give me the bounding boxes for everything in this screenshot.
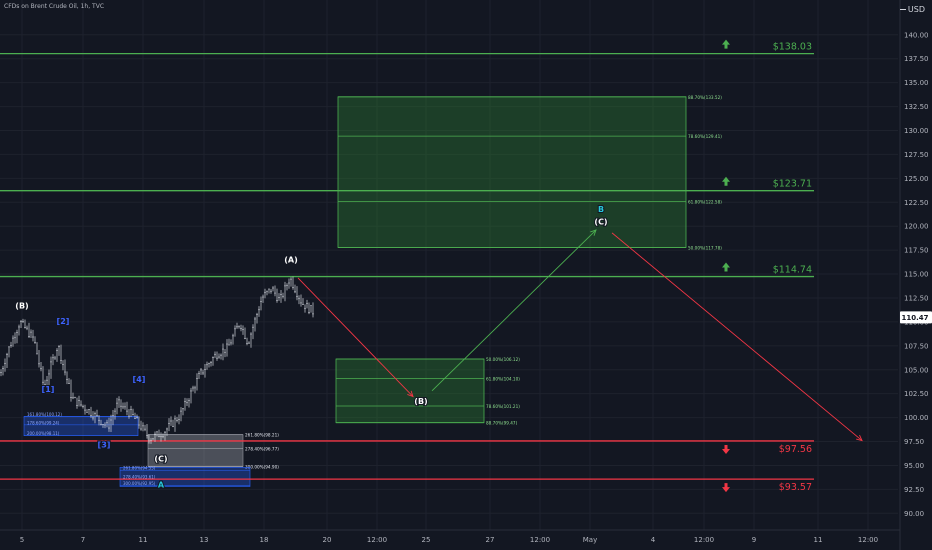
wave-label: (A) <box>284 256 298 265</box>
fib-label: 278.40%(93.61) <box>123 474 156 479</box>
lower-target-zone <box>335 358 485 424</box>
fib-label: 200.00%(98.11) <box>27 431 60 436</box>
x-tick-label: 7 <box>81 536 85 544</box>
x-tick-label: 12:00 <box>694 536 714 544</box>
wave-label: A <box>158 480 165 489</box>
x-tick-label: May <box>583 536 597 544</box>
x-tick-label: 9 <box>752 536 756 544</box>
fib-label: 300.00%(92.95) <box>123 481 156 486</box>
currency-dash-icon <box>899 9 906 10</box>
price-candles <box>0 276 314 444</box>
fib-label: 161.80%(100.12) <box>27 412 62 417</box>
wave-label: (B) <box>15 302 28 311</box>
fib-label: 78.60%(101.21) <box>486 404 520 409</box>
fib-label: 178.60%(99.24) <box>27 420 60 425</box>
level-label: $138.03 <box>773 42 812 53</box>
y-tick-label: 135.00 <box>904 79 929 87</box>
fib-label: 78.60%(129.41) <box>688 134 722 139</box>
projection-arrows <box>297 229 863 442</box>
wave-label: [3] <box>98 440 111 449</box>
x-tick-label: 25 <box>422 536 431 544</box>
current-price-badge <box>900 311 932 324</box>
fib-zones: 88.70%(133.52) 78.60%(129.41) 61.80%(122.5… <box>23 95 722 487</box>
x-tick-label: 12:00 <box>530 536 550 544</box>
wave-label: [1] <box>42 385 55 394</box>
symbol-label: CFDs on Brent Crude Oil, 1h, TVC <box>4 3 105 10</box>
wave-label: [4] <box>133 375 146 384</box>
x-tick-label: 12:00 <box>367 536 387 544</box>
current-price-label: 110.47 <box>901 314 928 322</box>
y-tick-label: 90.00 <box>904 510 924 518</box>
currency-text: USD <box>907 5 925 14</box>
y-tick-label: 92.50 <box>904 486 924 494</box>
y-tick-label: 130.00 <box>904 127 929 135</box>
y-tick-label: 100.00 <box>904 414 929 422</box>
y-tick-label: 97.50 <box>904 438 924 446</box>
fib-label: 61.80%(104.10) <box>486 376 520 381</box>
projection-arrowhead <box>407 390 414 398</box>
wave-label: B <box>598 205 604 214</box>
y-tick-label: 102.50 <box>904 390 929 398</box>
fib-label: 261.80%(98.21) <box>245 433 279 438</box>
y-tick-label: 120.00 <box>904 223 929 231</box>
level-label: $123.71 <box>773 179 812 190</box>
upper-target-zone <box>337 96 687 248</box>
x-tick-label: 13 <box>200 536 209 544</box>
x-tick-label: 18 <box>260 536 269 544</box>
projection-arrowhead <box>590 229 597 236</box>
x-tick-label: 11 <box>139 536 148 544</box>
grid <box>0 0 898 530</box>
fib-label: 300.00%(94.90) <box>245 464 279 469</box>
wave-label: (C) <box>154 455 167 464</box>
fib-label: 278.40%(96.77) <box>245 447 279 452</box>
x-tick-label: 11 <box>814 536 823 544</box>
x-tick-label: 4 <box>651 536 656 544</box>
x-tick-label: 5 <box>20 536 24 544</box>
fib-label: 50.00%(117.78) <box>688 245 722 250</box>
x-tick-label: 27 <box>486 536 495 544</box>
y-tick-label: 112.50 <box>904 294 929 302</box>
fib-label: 261.80%(94.55) <box>123 466 156 471</box>
currency-label: USD <box>899 5 925 14</box>
fib-label: 50.00%(106.12) <box>486 357 520 362</box>
fib-label: 88.70%(133.52) <box>688 95 722 100</box>
level-label: $93.57 <box>779 482 812 493</box>
wave-label: [2] <box>57 317 70 326</box>
wave-label: (B) <box>414 397 427 406</box>
extension-box <box>147 434 244 467</box>
x-tick-label: 12:00 <box>858 536 878 544</box>
y-tick-label: 125.00 <box>904 175 929 183</box>
y-tick-label: 95.00 <box>904 462 924 470</box>
projection-line <box>297 277 414 397</box>
arrow-up-icon <box>722 262 730 272</box>
y-tick-label: 132.50 <box>904 103 929 111</box>
y-tick-label: 127.50 <box>904 151 929 159</box>
projection-arrowhead <box>856 434 863 442</box>
y-tick-label: 115.00 <box>904 271 929 279</box>
arrow-down-icon <box>722 483 730 493</box>
wave-label: (C) <box>594 217 607 226</box>
y-tick-label: 105.00 <box>904 366 929 374</box>
y-tick-label: 140.00 <box>904 31 929 39</box>
bottom-fib-box <box>119 467 251 487</box>
y-tick-label: 107.50 <box>904 342 929 350</box>
level-label: $114.74 <box>773 265 812 276</box>
y-tick-label: 137.50 <box>904 55 929 63</box>
arrow-up-icon <box>722 39 730 49</box>
projection-line <box>431 229 597 392</box>
fib-label: 88.70%(99.47) <box>486 421 518 426</box>
arrow-up-icon <box>722 176 730 186</box>
y-tick-label: 117.50 <box>904 247 929 255</box>
y-tick-label: 122.50 <box>904 199 929 207</box>
x-tick-label: 20 <box>323 536 332 544</box>
level-label: $97.56 <box>779 444 812 455</box>
fib-label: 61.80%(122.58) <box>688 200 722 205</box>
wave-labels: (B) [2] [1] [4] [3] (A) (C) A (B) B (C) <box>14 204 608 491</box>
arrow-down-icon <box>722 444 730 454</box>
projection-line <box>611 232 863 441</box>
price-levels: $138.03 $123.71 $114.74 $97.56 $93.57 <box>0 39 814 493</box>
